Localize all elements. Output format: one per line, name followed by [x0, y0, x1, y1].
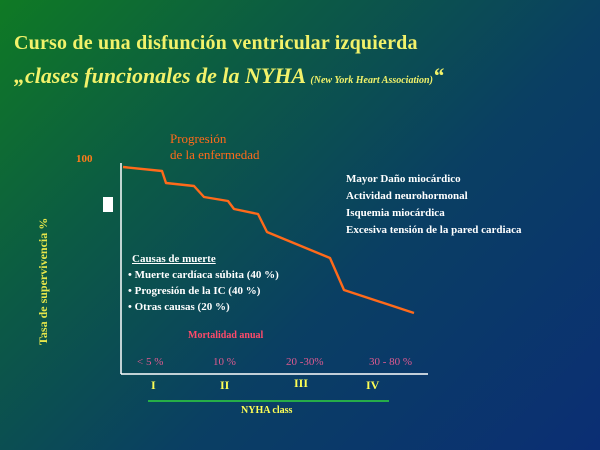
cause-item: • Muerte cardíaca súbita (40 %)	[128, 269, 279, 281]
note-item: Actividad neurohormonal	[346, 190, 468, 202]
mortality-value-2: 10 %	[213, 356, 236, 368]
slide-title-line2: „clases funcionales de la NYHA (New York…	[14, 63, 444, 89]
note-item: Isquemia miocárdica	[346, 207, 445, 219]
title-end: “	[432, 63, 444, 88]
survival-curve	[122, 165, 415, 315]
mortality-value-1: < 5 %	[137, 356, 164, 368]
progression-label: Progresión de la enfermedad	[170, 131, 260, 163]
nyha-class-2: II	[220, 378, 230, 392]
cause-item: • Progresión de la IC (40 %)	[128, 285, 261, 297]
nyha-class-4: IV	[366, 378, 380, 392]
progression-line2: de la enfermedad	[170, 147, 260, 162]
title-main: „clases funcionales de la NYHA	[14, 63, 305, 88]
causes-heading: Causas de muerte	[132, 253, 216, 265]
mortality-label: Mortalidad anual	[188, 330, 264, 341]
cause-item: • Otras causas (20 %)	[128, 301, 230, 313]
note-item: Mayor Daño miocárdico	[346, 173, 461, 185]
y-axis-label: Tasa de supervivencia %	[36, 217, 50, 345]
white-marker	[103, 197, 113, 212]
causes-of-death: Causas de muerte • Muerte cardíaca súbit…	[128, 251, 279, 315]
note-item: Excesiva tensión de la pared cardiaca	[346, 224, 522, 236]
x-axis-label: NYHA class	[241, 405, 293, 416]
nyha-class-1: I	[151, 378, 156, 392]
mortality-value-4: 30 - 80 %	[369, 356, 413, 368]
progression-line1: Progresión	[170, 131, 227, 146]
title-small: (New York Heart Association)	[310, 75, 433, 86]
notes-right: Mayor Daño miocárdico Actividad neurohor…	[346, 171, 521, 239]
slide-title-line1: Curso de una disfunción ventricular izqu…	[14, 32, 418, 54]
y-tick-100: 100	[76, 153, 93, 165]
mortality-value-3: 20 -30%	[286, 356, 324, 368]
nyha-class-3: III	[294, 376, 309, 390]
